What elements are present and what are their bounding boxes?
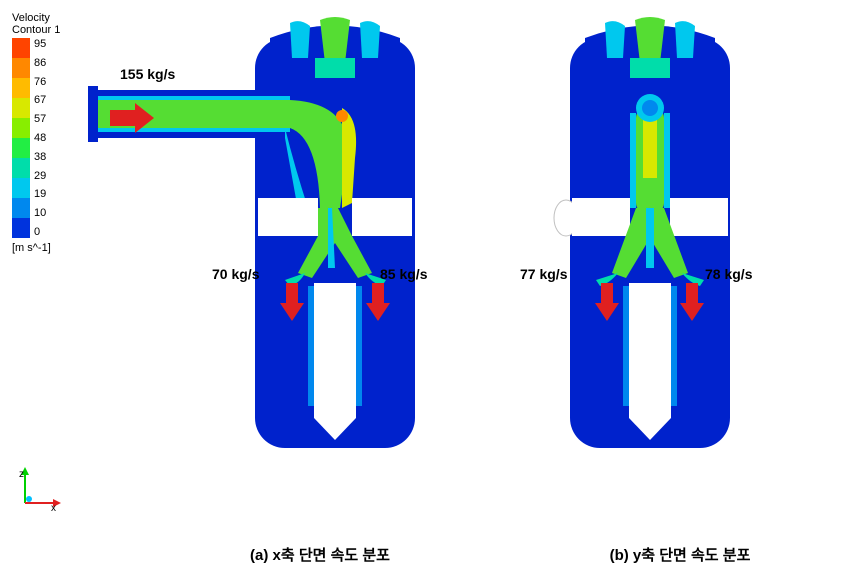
legend-tick: 29 [34,170,46,182]
legend-tick: 38 [34,151,46,163]
legend-segment [12,198,30,218]
caption-b: (b) y축 단면 속도 분포 [540,544,820,565]
legend-segment [12,158,30,178]
legend-segment [12,178,30,198]
legend-ticks: 95 86 76 67 57 48 38 29 19 10 0 [34,38,46,238]
legend-segment [12,138,30,158]
legend-tick: 76 [34,76,46,88]
legend-tick: 48 [34,132,46,144]
legend-segment [12,78,30,98]
legend-tick: 10 [34,207,46,219]
velocity-legend: VelocityContour 1 958676675748382919100 … [12,12,67,254]
outlet-right-b: 78 kg/s [705,266,752,282]
outlet-arrow-right-b-icon [680,283,704,323]
outlet-left-b: 77 kg/s [520,266,567,282]
legend-segment [12,38,30,58]
legend-title: VelocityContour 1 [12,12,67,36]
axis-indicator: z x [15,463,65,513]
outlet-arrow-left-a-icon [280,283,304,323]
panel-a: 155 kg/s 70 kg/s 85 kg/s [80,8,480,488]
inlet-label: 155 kg/s [120,66,175,82]
legend-segment [12,98,30,118]
vessel-b [510,8,810,488]
legend-tick: 57 [34,113,46,125]
legend-tick: 19 [34,188,46,200]
inlet-arrow-icon [110,103,155,133]
legend-colorbar [12,38,30,238]
panel-b: 77 kg/s 78 kg/s [510,8,810,488]
legend-unit: [m s^-1] [12,242,67,254]
legend-segment [12,58,30,78]
outlet-arrow-left-b-icon [595,283,619,323]
axis-z-label: z [19,469,24,480]
legend-tick: 67 [34,94,46,106]
legend-tick: 86 [34,57,46,69]
caption-a: (a) x축 단면 속도 분포 [130,544,510,565]
axis-x-label: x [51,503,56,513]
legend-tick: 0 [34,226,46,238]
legend-tick: 95 [34,38,46,50]
outlet-right-a: 85 kg/s [380,266,427,282]
outlet-left-a: 70 kg/s [212,266,259,282]
figure-area: 155 kg/s 70 kg/s 85 kg/s [80,8,840,533]
outlet-arrow-right-a-icon [366,283,390,323]
legend-segment [12,218,30,238]
legend-segment [12,118,30,138]
